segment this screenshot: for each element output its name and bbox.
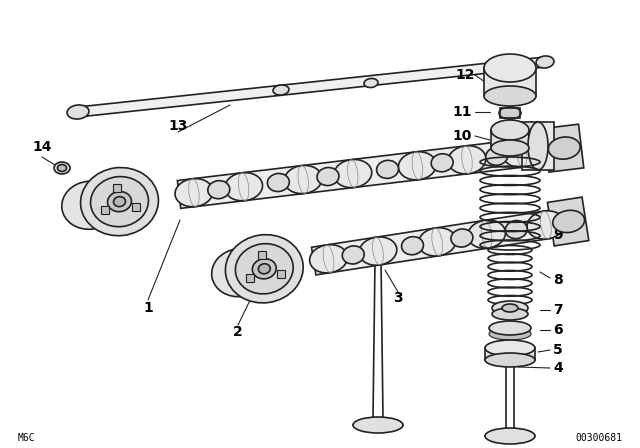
Polygon shape: [77, 57, 545, 117]
Bar: [113, 184, 122, 192]
Ellipse shape: [448, 146, 486, 174]
Text: 9: 9: [553, 228, 563, 242]
Ellipse shape: [491, 120, 529, 140]
Ellipse shape: [225, 235, 303, 303]
Ellipse shape: [359, 237, 397, 265]
Ellipse shape: [268, 173, 289, 192]
Ellipse shape: [208, 181, 230, 199]
Ellipse shape: [502, 139, 541, 167]
Ellipse shape: [419, 228, 456, 256]
Ellipse shape: [252, 259, 276, 279]
Text: 1: 1: [143, 301, 153, 315]
Text: 2: 2: [233, 325, 243, 339]
Ellipse shape: [548, 137, 580, 159]
Ellipse shape: [113, 197, 125, 207]
Ellipse shape: [485, 353, 535, 367]
Ellipse shape: [484, 86, 536, 106]
Bar: [277, 270, 285, 278]
Bar: [522, 122, 554, 170]
Bar: [101, 206, 109, 214]
Ellipse shape: [484, 54, 536, 82]
Ellipse shape: [67, 105, 89, 119]
Polygon shape: [544, 124, 584, 172]
Ellipse shape: [491, 140, 529, 156]
Text: 8: 8: [553, 273, 563, 287]
Ellipse shape: [485, 340, 535, 356]
Ellipse shape: [317, 168, 339, 185]
Bar: [484, 68, 536, 96]
Ellipse shape: [236, 244, 293, 294]
Ellipse shape: [506, 220, 527, 239]
Ellipse shape: [364, 78, 378, 87]
Text: 4: 4: [553, 361, 563, 375]
Text: 11: 11: [452, 105, 472, 119]
Bar: [132, 203, 140, 211]
Ellipse shape: [284, 165, 322, 194]
Ellipse shape: [334, 159, 372, 188]
Bar: [485, 348, 535, 360]
Ellipse shape: [492, 308, 528, 320]
Ellipse shape: [310, 245, 348, 273]
Ellipse shape: [486, 147, 508, 165]
Ellipse shape: [212, 249, 268, 297]
Text: 14: 14: [32, 140, 52, 154]
Ellipse shape: [401, 237, 424, 255]
Ellipse shape: [62, 181, 118, 229]
Ellipse shape: [431, 154, 453, 172]
Text: 13: 13: [168, 119, 188, 133]
Polygon shape: [312, 211, 553, 275]
Ellipse shape: [108, 192, 131, 211]
Ellipse shape: [527, 211, 564, 239]
Bar: [491, 130, 529, 148]
Bar: [257, 251, 266, 259]
Text: 5: 5: [553, 343, 563, 357]
Text: 3: 3: [393, 291, 403, 305]
Text: 12: 12: [455, 68, 475, 82]
Ellipse shape: [225, 172, 262, 201]
Ellipse shape: [528, 122, 548, 170]
Ellipse shape: [485, 428, 535, 444]
Bar: [500, 108, 520, 118]
Ellipse shape: [54, 162, 70, 174]
Ellipse shape: [553, 210, 584, 233]
Text: 10: 10: [452, 129, 472, 143]
Ellipse shape: [175, 179, 213, 207]
Polygon shape: [177, 136, 548, 208]
Ellipse shape: [376, 160, 399, 178]
Text: 00300681: 00300681: [575, 433, 622, 443]
Ellipse shape: [489, 328, 531, 340]
Ellipse shape: [468, 220, 506, 248]
Ellipse shape: [273, 85, 289, 95]
Ellipse shape: [399, 152, 436, 180]
Ellipse shape: [451, 229, 473, 247]
Text: 6: 6: [553, 323, 563, 337]
Text: 7: 7: [553, 303, 563, 317]
Ellipse shape: [58, 164, 67, 172]
Ellipse shape: [502, 304, 518, 312]
Ellipse shape: [492, 301, 528, 315]
Ellipse shape: [81, 168, 159, 236]
Ellipse shape: [353, 417, 403, 433]
Ellipse shape: [90, 177, 148, 227]
Polygon shape: [547, 197, 589, 246]
Ellipse shape: [259, 264, 270, 274]
Bar: [246, 274, 254, 281]
Ellipse shape: [536, 56, 554, 68]
Text: M6C: M6C: [18, 433, 36, 443]
Ellipse shape: [342, 246, 364, 264]
Ellipse shape: [489, 321, 531, 335]
